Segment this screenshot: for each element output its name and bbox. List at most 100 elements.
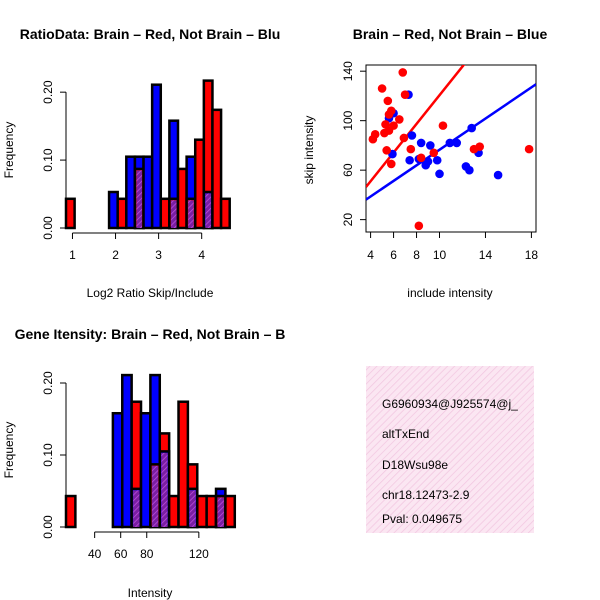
scatter-point-brain xyxy=(400,90,410,99)
ratio-bar-overlap xyxy=(136,170,143,228)
ratio-bar-brain xyxy=(176,167,188,230)
ratio-bar-not-brain xyxy=(107,190,119,230)
ratio-bar-not-brain xyxy=(150,83,163,230)
info-probe-id: G6960934@J925574@j_ xyxy=(382,397,518,411)
scatter-point-brain xyxy=(377,84,387,93)
intensity-y-tick-label: 0.00 xyxy=(41,515,55,539)
intensity-bar-not-brain xyxy=(121,373,133,529)
scatter-x-tick-label: 6 xyxy=(390,248,397,262)
ratio-y-tick-label: 0.20 xyxy=(41,80,55,104)
scatter-point-brain xyxy=(416,153,426,163)
scatter-title: Brain – Red, Not Brain – Blue xyxy=(353,26,548,42)
intensity-y-tick-label: 0.10 xyxy=(41,443,55,467)
intensity-bar-overlap xyxy=(161,452,168,527)
ratio-y-tick-label: 0.00 xyxy=(41,216,55,240)
ratio-bar-not-brain xyxy=(142,155,154,230)
intensity-bar-overlap xyxy=(217,497,224,527)
intensity-ylabel: Frequency xyxy=(2,422,16,479)
scatter-xlabel: include intensity xyxy=(407,286,492,300)
scatter-point-not-brain xyxy=(426,141,435,150)
scatter-x-tick-label: 10 xyxy=(433,248,447,262)
intensity-bar-brain xyxy=(224,494,237,529)
scatter-point-brain xyxy=(429,148,439,158)
scatter-point-not-brain xyxy=(432,155,442,165)
intensity-bar-not-brain xyxy=(139,411,152,529)
info-panel: G6960934@J925574@j_ altTxEnd D18Wsu98e c… xyxy=(366,366,534,533)
scatter-y-tick-label: 140 xyxy=(341,61,355,81)
info-gene-name: D18Wsu98e xyxy=(382,458,448,472)
intensity-scatter: Brain – Red, Not Brain – Blue include in… xyxy=(302,26,548,300)
intensity-bar-brain xyxy=(196,494,208,529)
scatter-point-brain xyxy=(414,221,424,231)
ratio-bars xyxy=(64,79,231,230)
scatter-point-brain xyxy=(398,68,408,77)
scatter-point-not-brain xyxy=(405,155,414,165)
ratio-bar-brain xyxy=(193,138,206,230)
scatter-point-brain xyxy=(386,159,396,169)
ratio-xlabel: Log2 Ratio Skip/Include xyxy=(87,286,214,300)
scatter-x-tick-label: 4 xyxy=(367,248,374,262)
info-panel-background xyxy=(366,366,534,533)
ratio-bar-brain xyxy=(64,197,76,230)
scatter-y-tick-label: 20 xyxy=(341,213,355,227)
scatter-y-tick-label: 100 xyxy=(341,110,355,130)
scatter-ylabel: skip intensity xyxy=(302,116,316,185)
intensity-histogram: Gene Itensity: Brain – Red, Not Brain – … xyxy=(2,326,285,600)
intensity-bar-brain xyxy=(205,494,218,529)
ratio-bar-overlap xyxy=(205,193,211,228)
intensity-bar-not-brain xyxy=(111,411,124,529)
ratio-title: RatioData: Brain – Red, Not Brain – Blu xyxy=(20,26,281,42)
scatter-axes: 20 60 100 140 4 6 8 10 14 18 xyxy=(341,61,538,262)
ratio-bar-brain xyxy=(116,197,128,230)
intensity-x-tick-label: 120 xyxy=(189,547,209,561)
scatter-point-brain xyxy=(389,121,398,130)
ratio-bar-brain xyxy=(159,197,171,230)
scatter-point-brain xyxy=(399,133,409,143)
ratio-ylabel: Frequency xyxy=(2,122,16,179)
intensity-x-tick-label: 80 xyxy=(140,547,154,561)
scatter-point-brain xyxy=(395,115,404,124)
intensity-bar-brain xyxy=(167,494,180,529)
ratio-x-tick-label: 2 xyxy=(112,248,119,262)
scatter-point-brain xyxy=(370,129,380,139)
scatter-point-brain xyxy=(382,146,391,155)
scatter-point-brain xyxy=(438,121,448,130)
ratio-x-tick-label: 3 xyxy=(155,248,162,262)
ratio-y-tick-label: 0.10 xyxy=(41,148,55,172)
info-pval: Pval: 0.049675 xyxy=(382,512,462,526)
info-event-type: altTxEnd xyxy=(382,427,429,441)
intensity-bar-overlap xyxy=(133,490,140,527)
scatter-points xyxy=(368,68,534,231)
intensity-bar-overlap xyxy=(189,490,196,527)
scatter-point-not-brain xyxy=(445,138,455,148)
scatter-point-brain xyxy=(475,142,485,151)
scatter-point-not-brain xyxy=(423,157,433,166)
scatter-point-brain xyxy=(524,144,534,154)
intensity-xlabel: Intensity xyxy=(128,586,173,600)
ratio-bar-brain xyxy=(219,197,231,230)
scatter-point-not-brain xyxy=(452,138,462,148)
intensity-axes: 0.00 0.10 0.20 40 60 80 120 xyxy=(41,371,209,561)
intensity-bar-brain xyxy=(64,494,77,529)
scatter-point-not-brain xyxy=(407,131,417,140)
scatter-point-brain xyxy=(383,96,393,106)
intensity-x-tick-label: 40 xyxy=(88,547,102,561)
scatter-point-not-brain xyxy=(465,165,474,175)
intensity-y-tick-label: 0.20 xyxy=(41,371,55,395)
scatter-point-not-brain xyxy=(435,169,444,179)
ratio-histogram: RatioData: Brain – Red, Not Brain – Blu … xyxy=(2,26,280,300)
scatter-point-brain xyxy=(406,144,416,154)
scatter-frame xyxy=(365,64,537,233)
scatter-x-tick-label: 18 xyxy=(525,248,539,262)
intensity-bars xyxy=(64,373,237,529)
ratio-bar-brain xyxy=(211,108,223,230)
ratio-x-tick-label: 1 xyxy=(69,248,76,262)
scatter-point-not-brain xyxy=(467,123,476,133)
ratio-bar-overlap xyxy=(170,200,177,228)
scatter-point-not-brain xyxy=(493,170,503,180)
ratio-x-tick-label: 4 xyxy=(198,248,205,262)
intensity-bar-brain xyxy=(177,400,190,529)
scatter-point-brain xyxy=(386,106,396,116)
ratio-bar-not-brain xyxy=(125,155,137,230)
